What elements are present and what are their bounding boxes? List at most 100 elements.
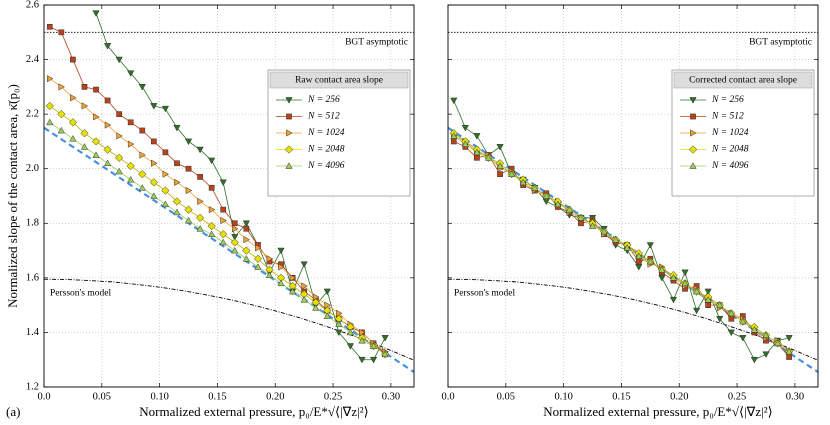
marker (231, 225, 239, 233)
marker (208, 157, 216, 165)
legend-marker (285, 97, 293, 104)
marker (646, 242, 654, 249)
marker (473, 148, 481, 156)
marker (381, 335, 389, 342)
legend-marker (690, 113, 696, 120)
marker (254, 263, 262, 270)
marker (196, 146, 204, 154)
marker (93, 86, 99, 93)
marker (335, 329, 343, 337)
marker (58, 29, 65, 36)
marker (162, 149, 169, 156)
marker (369, 342, 378, 349)
legend-label: N = 4096 (307, 161, 345, 171)
marker (242, 246, 251, 255)
marker (173, 124, 181, 132)
marker (149, 178, 158, 187)
x-tick-label: 0.05 (497, 391, 515, 402)
marker (184, 216, 193, 224)
legend-title: Raw contact area slope (295, 76, 383, 86)
marker (197, 197, 204, 206)
marker (669, 296, 678, 304)
marker (103, 43, 112, 50)
marker (336, 309, 343, 317)
marker (68, 118, 78, 127)
marker (658, 275, 666, 282)
marker (126, 161, 135, 171)
marker (323, 312, 331, 319)
marker (173, 208, 181, 216)
marker (243, 225, 250, 232)
marker (623, 244, 631, 251)
marker (138, 184, 146, 191)
legend-marker (688, 145, 698, 154)
marker (554, 200, 562, 207)
marker (230, 238, 239, 247)
marker (288, 287, 297, 295)
marker (473, 133, 481, 140)
marker (208, 230, 216, 238)
marker (750, 356, 759, 364)
marker (116, 111, 123, 117)
marker (381, 350, 389, 358)
marker (196, 225, 204, 232)
legend-label: N = 2048 (307, 145, 345, 155)
marker (785, 347, 793, 355)
marker (450, 138, 457, 145)
marker (496, 162, 504, 169)
marker (277, 279, 285, 287)
marker (174, 160, 180, 167)
marker (103, 145, 112, 154)
marker (727, 329, 735, 337)
marker (127, 70, 135, 77)
marker (519, 178, 527, 186)
marker (231, 220, 238, 227)
marker (115, 167, 123, 175)
marker (358, 336, 366, 344)
marker (565, 205, 574, 213)
marker (346, 343, 355, 350)
marker (507, 170, 516, 177)
marker (220, 206, 227, 213)
marker (716, 301, 724, 308)
annotation: Persson's model (50, 288, 111, 298)
marker (705, 302, 712, 308)
x-tick-label: 0.30 (786, 391, 804, 402)
marker (739, 335, 747, 342)
marker (255, 244, 262, 252)
marker (81, 84, 88, 90)
legend-label: N = 2048 (711, 145, 749, 155)
marker (70, 56, 76, 63)
marker (116, 132, 123, 140)
marker (138, 84, 146, 91)
marker (69, 134, 77, 142)
y-axis-label: Normalized slope of the contact area, κ̄… (5, 84, 20, 308)
marker (162, 170, 170, 178)
marker (57, 126, 65, 134)
legend-marker (689, 162, 697, 169)
marker (104, 97, 111, 104)
marker (531, 184, 539, 191)
marker (81, 102, 89, 110)
marker (484, 154, 493, 161)
marker (692, 307, 701, 315)
y-tick-label: 2.4 (26, 54, 40, 65)
legend-marker (286, 113, 292, 120)
marker (277, 247, 285, 255)
marker (358, 356, 366, 364)
marker (150, 103, 158, 110)
marker (497, 171, 503, 178)
legend-label: N = 1024 (307, 128, 345, 138)
marker (265, 271, 274, 278)
marker (785, 335, 793, 342)
marker (704, 288, 712, 296)
marker (253, 254, 263, 263)
marker (346, 328, 355, 336)
legend-label: N = 4096 (711, 161, 749, 171)
y-tick-label: 2.0 (26, 163, 39, 174)
marker (219, 179, 227, 187)
marker (461, 140, 469, 147)
marker (46, 23, 53, 30)
legend-marker (284, 145, 294, 154)
legend-marker (689, 97, 697, 104)
